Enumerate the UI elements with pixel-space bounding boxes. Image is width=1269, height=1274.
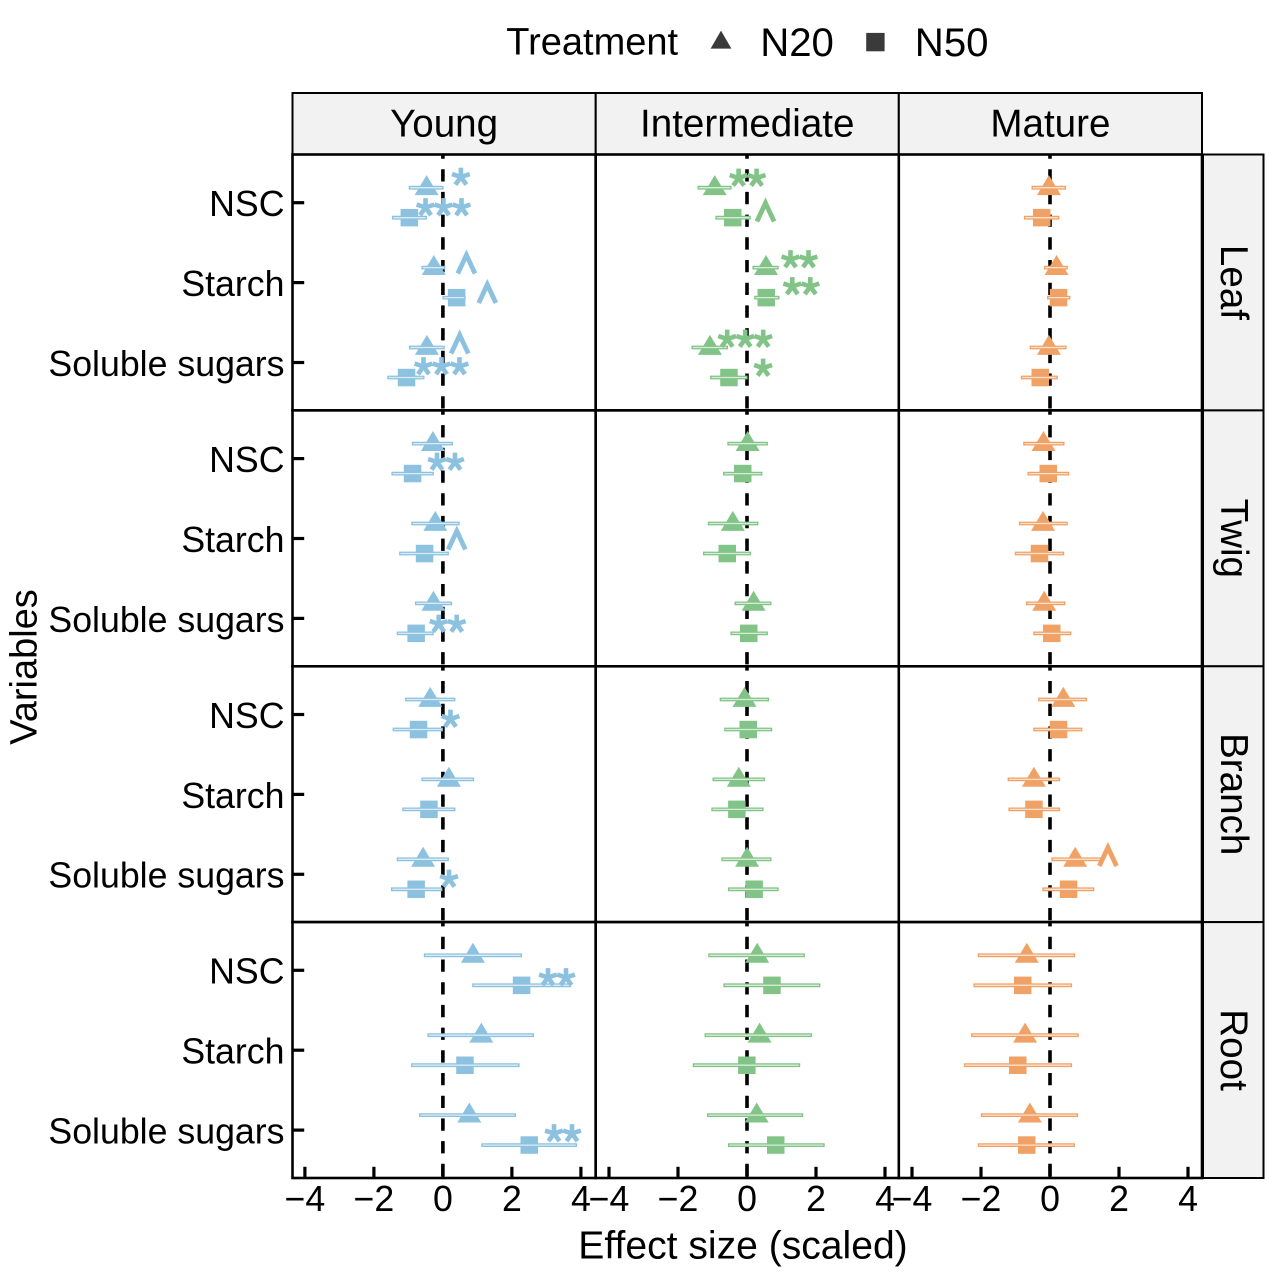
svg-text:NSC: NSC — [209, 696, 284, 736]
svg-text:N20: N20 — [760, 20, 834, 65]
svg-text:−2: −2 — [658, 1179, 699, 1219]
svg-text:Treatment: Treatment — [506, 21, 678, 63]
svg-text:0: 0 — [433, 1179, 453, 1219]
svg-text:Soluble sugars: Soluble sugars — [48, 600, 284, 640]
svg-text:2: 2 — [502, 1179, 522, 1219]
svg-text:Starch: Starch — [181, 776, 284, 816]
svg-text:−4: −4 — [285, 1179, 326, 1219]
svg-text:NSC: NSC — [209, 952, 284, 992]
svg-text:Root: Root — [1212, 1009, 1255, 1091]
svg-text:Young: Young — [390, 102, 498, 145]
svg-text:4: 4 — [571, 1179, 591, 1219]
svg-text:−4: −4 — [892, 1179, 933, 1219]
svg-text:Mature: Mature — [990, 102, 1110, 145]
svg-text:0: 0 — [1040, 1179, 1060, 1219]
svg-text:Soluble sugars: Soluble sugars — [48, 344, 284, 384]
svg-text:−2: −2 — [354, 1179, 395, 1219]
svg-text:4: 4 — [875, 1179, 895, 1219]
svg-text:Soluble sugars: Soluble sugars — [48, 856, 284, 896]
svg-text:Variables: Variables — [4, 589, 46, 745]
svg-text:Starch: Starch — [181, 264, 284, 304]
svg-text:Branch: Branch — [1212, 733, 1255, 855]
svg-text:0: 0 — [737, 1179, 757, 1219]
svg-text:Starch: Starch — [181, 520, 284, 560]
svg-text:−4: −4 — [589, 1179, 630, 1219]
svg-text:N50: N50 — [915, 20, 989, 65]
svg-text:2: 2 — [1109, 1179, 1129, 1219]
svg-text:4: 4 — [1178, 1179, 1198, 1219]
svg-text:Soluble sugars: Soluble sugars — [48, 1112, 284, 1152]
svg-text:Effect size (scaled): Effect size (scaled) — [578, 1225, 907, 1268]
svg-text:NSC: NSC — [209, 184, 284, 224]
svg-text:Starch: Starch — [181, 1032, 284, 1072]
svg-text:Twig: Twig — [1212, 499, 1255, 578]
svg-text:2: 2 — [806, 1179, 826, 1219]
svg-text:Intermediate: Intermediate — [640, 102, 854, 145]
svg-text:−2: −2 — [961, 1179, 1002, 1219]
svg-text:NSC: NSC — [209, 440, 284, 480]
svg-text:Leaf: Leaf — [1212, 245, 1255, 320]
